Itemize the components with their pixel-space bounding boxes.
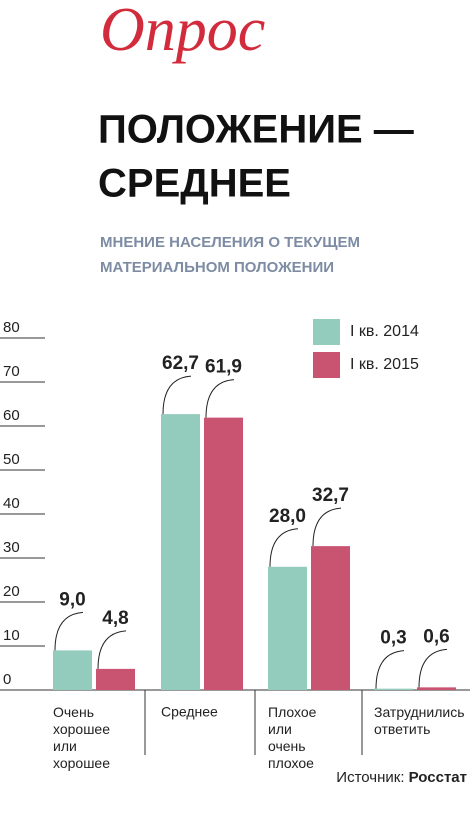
x-tick-label: Среднее bbox=[161, 704, 218, 720]
bar bbox=[161, 414, 200, 690]
value-label: 32,7 bbox=[312, 485, 349, 506]
y-tick-label: 50 bbox=[3, 451, 20, 468]
value-label: 0,3 bbox=[380, 628, 406, 649]
value-label: 0,6 bbox=[423, 626, 449, 647]
y-tick-label: 60 bbox=[3, 407, 20, 424]
bar bbox=[417, 687, 456, 690]
chart-subtitle: МАТЕРИАЛЬНОМ ПОЛОЖЕНИИ bbox=[100, 259, 334, 276]
y-tick-label: 20 bbox=[3, 583, 20, 600]
bar bbox=[204, 417, 243, 690]
chart-subtitle: МНЕНИЕ НАСЕЛЕНИЯ О ТЕКУЩЕМ bbox=[100, 234, 360, 251]
legend-swatch bbox=[313, 319, 340, 345]
source-label: Источник: bbox=[336, 769, 404, 786]
logo: Опрос bbox=[100, 0, 265, 64]
legend-label: I кв. 2014 bbox=[350, 323, 419, 340]
chart-title: СРЕДНЕЕ bbox=[98, 162, 291, 206]
bar bbox=[374, 688, 413, 690]
label-connector bbox=[205, 379, 235, 418]
y-tick-label: 70 bbox=[3, 363, 20, 380]
x-tick-label: Затруднились ответить bbox=[374, 704, 465, 737]
source: Источник: Росстат bbox=[336, 769, 467, 786]
bar bbox=[53, 650, 92, 690]
label-connector bbox=[54, 611, 84, 651]
label-connector bbox=[312, 507, 342, 547]
value-label: 4,8 bbox=[102, 608, 128, 629]
label-connector bbox=[162, 375, 192, 415]
value-label: 28,0 bbox=[269, 506, 306, 527]
legend-swatch bbox=[313, 352, 340, 378]
label-connector bbox=[418, 648, 448, 688]
y-tick-label: 80 bbox=[3, 319, 20, 336]
value-label: 61,9 bbox=[205, 357, 242, 378]
source-name: Росстат bbox=[409, 769, 467, 786]
bar bbox=[268, 566, 307, 690]
value-label: 62,7 bbox=[162, 353, 199, 374]
chart-title: ПОЛОЖЕНИЕ — bbox=[98, 108, 414, 152]
value-label: 9,0 bbox=[59, 589, 85, 610]
x-tick-label: Очень хорошее или хорошее bbox=[53, 704, 110, 771]
legend-label: I кв. 2015 bbox=[350, 356, 419, 373]
label-connector bbox=[97, 630, 127, 669]
bar bbox=[311, 546, 350, 690]
bar bbox=[96, 668, 135, 690]
x-tick-label: Плохое или очень плохое bbox=[268, 704, 317, 771]
label-connector bbox=[269, 528, 299, 567]
y-tick-label: 10 bbox=[3, 627, 20, 644]
y-tick-label: 0 bbox=[3, 671, 11, 688]
y-tick-label: 40 bbox=[3, 495, 20, 512]
label-connector bbox=[375, 650, 405, 689]
y-tick-label: 30 bbox=[3, 539, 20, 556]
